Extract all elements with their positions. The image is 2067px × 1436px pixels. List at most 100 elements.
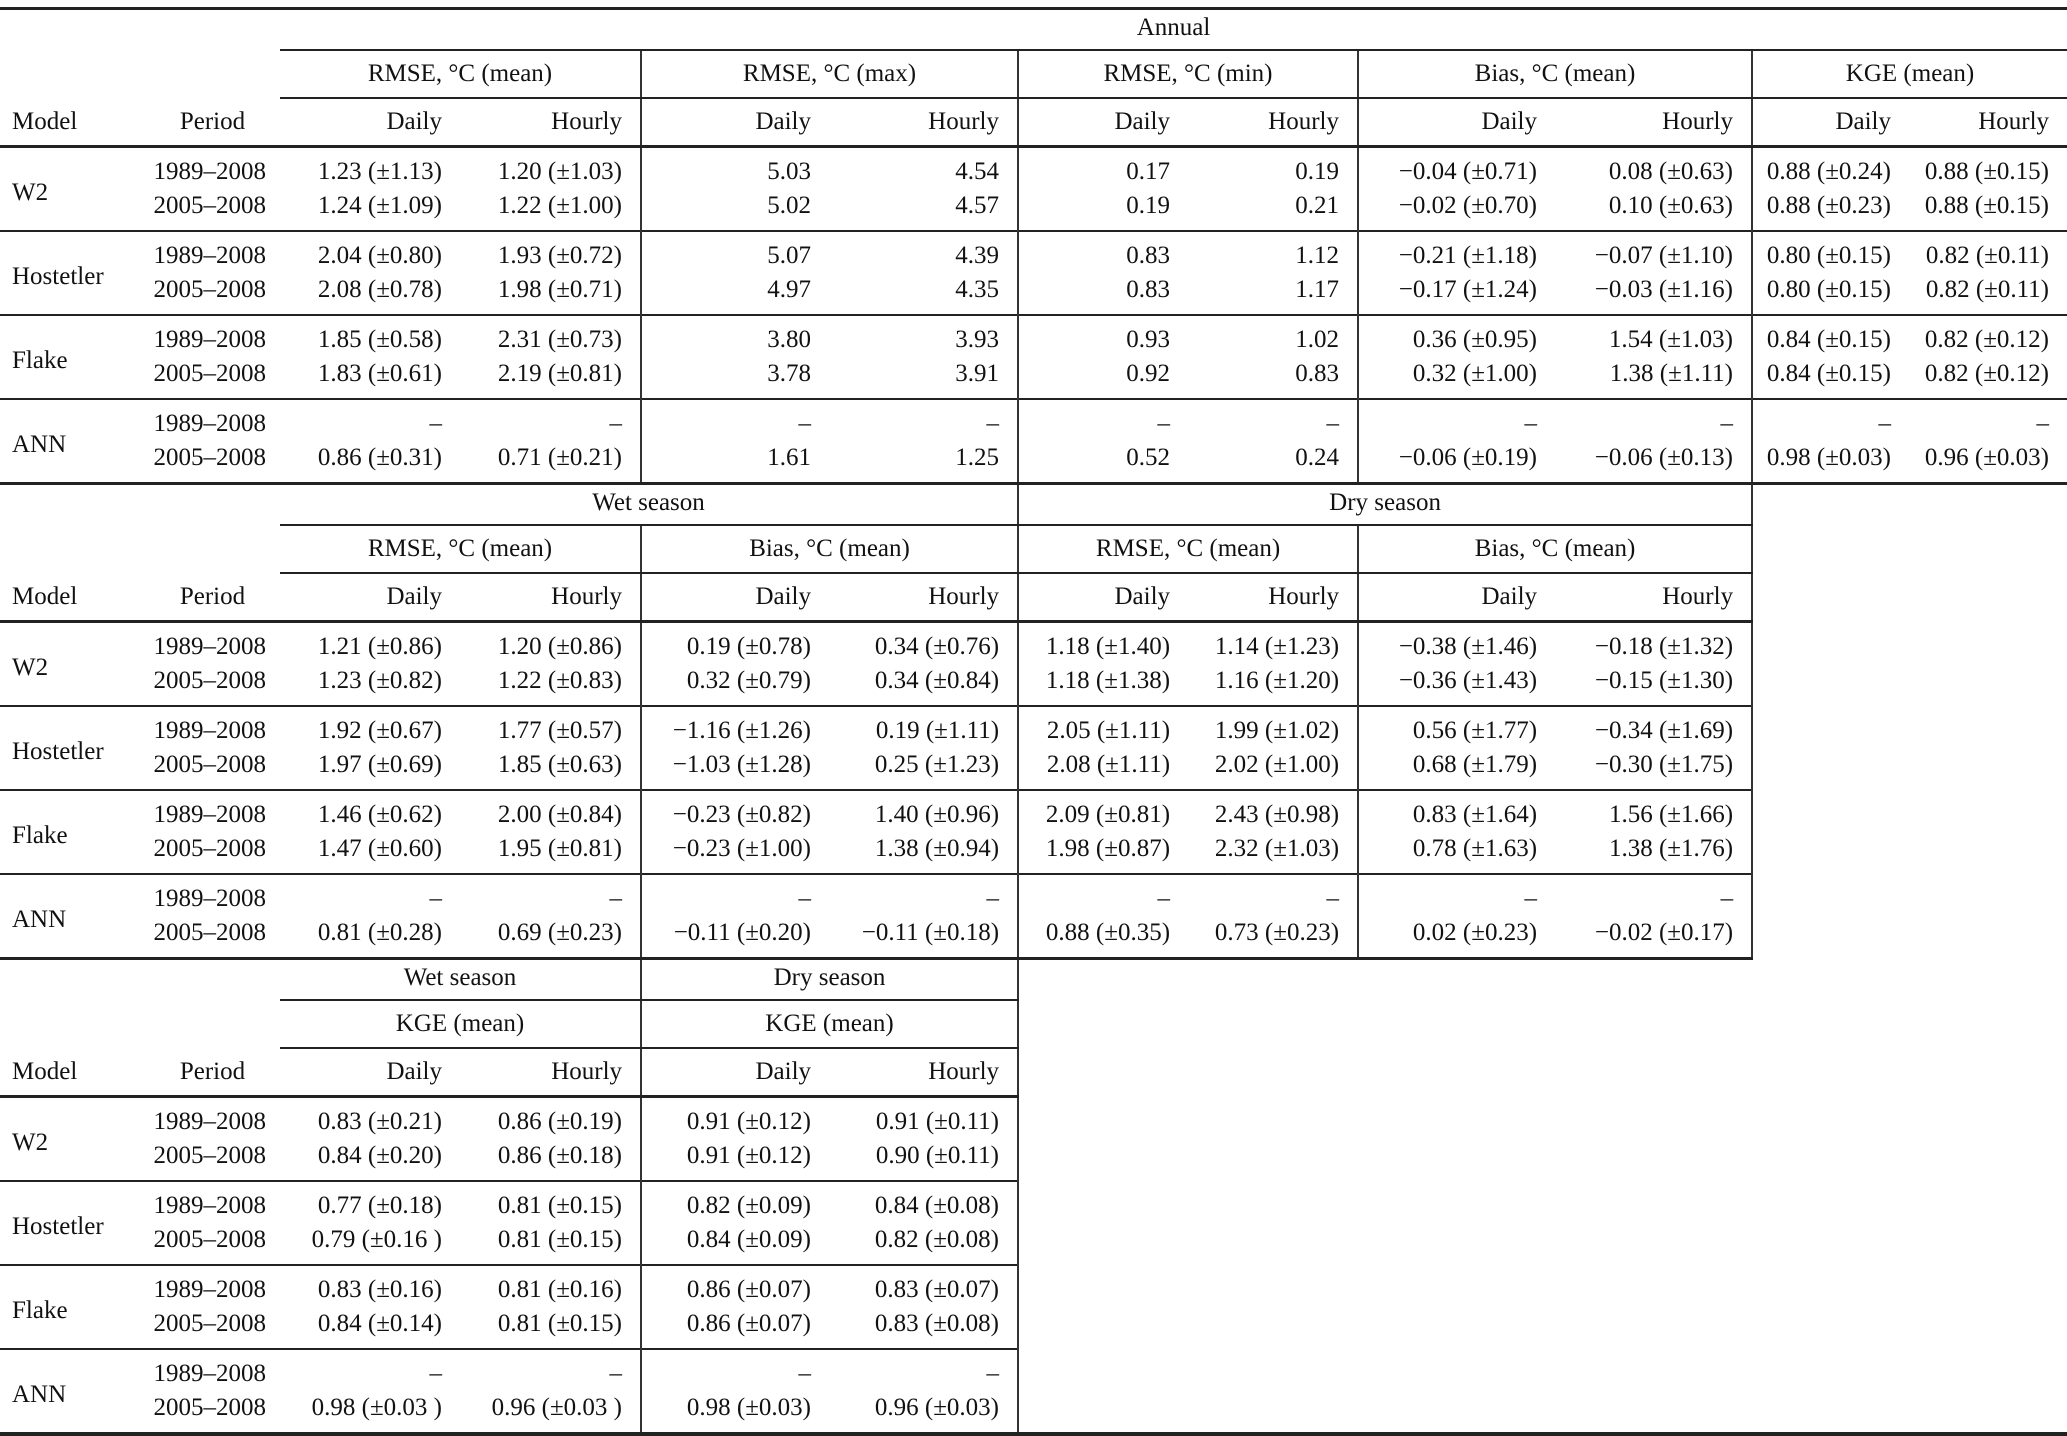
period-cell: 1989–2008 (145, 873, 280, 916)
value-cell: 0.36 (±0.95) (1357, 314, 1555, 357)
season-title: Annual (280, 8, 2067, 51)
period-column-header: Period (145, 573, 280, 623)
annual-metrics-table: Annual RMSE, °C (mean) RMSE, °C (max) RMSE,… (0, 7, 2067, 485)
period-cell: 1989–2008 (145, 398, 280, 441)
model-cell: ANN (0, 398, 145, 484)
value-cell: 0.83 (1295, 360, 1339, 387)
period-cell: 2005–2008 (153, 192, 267, 219)
value-cell: 0.92 (1017, 357, 1188, 399)
table-row: Flake 1989–2008 0.83 (±0.16) 0.81 (±0.16) 0.… (0, 1264, 1020, 1349)
value-cell: 0.91 (±0.12) (640, 1096, 830, 1139)
value-cell: 0.83 (1017, 273, 1188, 315)
hourly-column-header: Hourly (829, 98, 1018, 148)
hourly-column-header: Hourly (1555, 573, 1754, 623)
value-cell: 0.32 (±1.00) (1357, 357, 1555, 399)
value-cell: −0.21 (±1.18) (1357, 230, 1555, 273)
value-cell: 0.19 (±0.78) (640, 621, 829, 664)
value-cell: 0.56 (±1.77) (1357, 705, 1556, 748)
value-cell: −0.38 (±1.46) (1357, 621, 1556, 664)
table-row: Hostetler 1989–2008 0.77 (±0.18) 0.81 (±0.1… (0, 1180, 1020, 1265)
metric-group-header: KGE (mean) (1750, 50, 2067, 99)
value-cell: 4.57 (955, 192, 999, 219)
value-cell: – (280, 1348, 460, 1391)
value-cell: – (280, 398, 460, 441)
table-bottom-rule (0, 1432, 2067, 1436)
period-cell: 1989–2008 (153, 1108, 267, 1135)
value-cell: −0.34 (±1.69) (1555, 705, 1754, 748)
period-cell: 2005–2008 (153, 444, 267, 471)
model-column-header: Model (0, 1048, 145, 1098)
metric-group-header: RMSE, °C (mean) (1017, 525, 1359, 574)
period-cell: 1989–2008 (145, 1180, 280, 1223)
value-cell: 0.82 (±0.08) (829, 1223, 1020, 1265)
value-cell: 1.21 (±0.86) (317, 633, 442, 660)
value-cell: – (1188, 873, 1359, 916)
value-cell: 1.24 (±1.09) (317, 192, 442, 219)
hourly-column-header: Hourly (1188, 573, 1359, 623)
value-cell: 1.16 (±1.20) (1214, 667, 1340, 694)
value-cell: – (640, 398, 829, 441)
value-cell: 2.08 (±0.78) (317, 276, 442, 303)
value-cell: 0.17 (1017, 146, 1188, 189)
value-cell: 0.83 (1017, 230, 1188, 273)
value-cell: 0.86 (±0.07) (640, 1307, 830, 1349)
value-cell: 0.90 (±0.11) (829, 1139, 1020, 1181)
value-cell: 0.71 (±0.21) (497, 444, 622, 471)
value-cell: 2.00 (±0.84) (460, 789, 641, 832)
value-cell: 0.77 (±0.18) (280, 1180, 460, 1223)
value-cell: 3.93 (829, 314, 1018, 357)
daily-column-header: Daily (280, 98, 460, 148)
table-row: 2005–2008 1.97 (±0.69) 1.85 (±0.63) −1.03 (… (0, 748, 1754, 790)
value-cell: 0.96 (±0.03) (829, 1391, 1020, 1432)
model-cell: Hostetler (0, 1180, 145, 1265)
value-cell: −0.02 (±0.70) (1357, 189, 1555, 231)
value-cell: 0.86 (±0.31) (317, 444, 442, 471)
value-cell: 0.81 (±0.15) (497, 1226, 623, 1253)
value-cell: 1.98 (±0.87) (1017, 832, 1189, 874)
corner-cell (0, 1000, 280, 1048)
table-row: 2005–2008 0.81 (±0.28) 0.69 (±0.23) −0.11 (… (0, 916, 1754, 959)
value-cell: −0.15 (±1.30) (1555, 664, 1754, 706)
value-cell: 5.07 (640, 230, 829, 273)
table-row: 2005–2008 2.08 (±0.78) 1.98 (±0.71) 4.97 4.3… (0, 273, 2067, 315)
metric-group-header: RMSE, °C (mean) (280, 525, 641, 574)
value-cell: 0.83 (±0.16) (280, 1264, 460, 1307)
value-cell: −1.16 (±1.26) (640, 705, 829, 748)
table-row: 2005–2008 0.86 (±0.31) 0.71 (±0.21) 1.61 1.2… (0, 441, 2067, 484)
value-cell: 0.81 (±0.15) (460, 1180, 642, 1223)
value-cell: 1.38 (±1.11) (1609, 360, 1733, 387)
table-row: Flake 1989–2008 1.85 (±0.58) 2.31 (±0.73) 3.… (0, 314, 2067, 399)
daily-column-header: Daily (280, 1048, 460, 1098)
value-cell: – (1909, 398, 2067, 441)
model-cell: Hostetler (0, 230, 145, 315)
value-cell: 1.56 (±1.66) (1555, 789, 1754, 832)
period-cell: 2005–2008 (153, 751, 267, 778)
value-cell: 1.95 (±0.81) (497, 835, 622, 862)
table-row: W2 1989–2008 1.21 (±0.86) 1.20 (±0.86) 0.19 … (0, 621, 1754, 681)
value-cell: −0.23 (±0.82) (640, 789, 829, 832)
value-cell: – (829, 873, 1019, 916)
value-cell: −0.23 (±1.00) (640, 832, 829, 874)
wet-dry-season-kge-table: Wet season Dry season KGE (mean) KGE (mean)… (0, 960, 1020, 1432)
value-cell: 0.19 (1295, 158, 1339, 185)
daily-column-header: Daily (640, 98, 829, 148)
model-cell: Flake (0, 789, 145, 874)
tables-container: Annual RMSE, °C (mean) RMSE, °C (max) RMSE,… (0, 7, 2067, 1432)
value-cell: 0.86 (±0.19) (497, 1108, 623, 1135)
value-cell: 1.98 (±0.71) (497, 276, 622, 303)
value-cell: 1.14 (±1.23) (1214, 633, 1340, 660)
model-cell: W2 (12, 178, 49, 206)
value-cell: 0.88 (±0.35) (1017, 916, 1189, 959)
value-cell: 0.88 (±0.24) (1751, 146, 1909, 189)
value-cell: 1.18 (±1.40) (1017, 621, 1189, 664)
value-cell: 1.22 (±0.83) (497, 667, 622, 694)
value-cell: 2.02 (±1.00) (1214, 751, 1340, 778)
value-cell: – (1017, 873, 1189, 916)
value-cell: 0.21 (1295, 192, 1339, 219)
value-cell: 0.73 (±0.23) (1214, 919, 1340, 946)
value-cell: 0.88 (±0.15) (1924, 192, 2050, 219)
value-cell: −0.07 (±1.10) (1555, 230, 1752, 273)
period-cell: 1989–2008 (145, 230, 280, 273)
value-cell: 0.08 (±0.63) (1608, 158, 1733, 185)
daily-column-header: Daily (1357, 98, 1555, 148)
